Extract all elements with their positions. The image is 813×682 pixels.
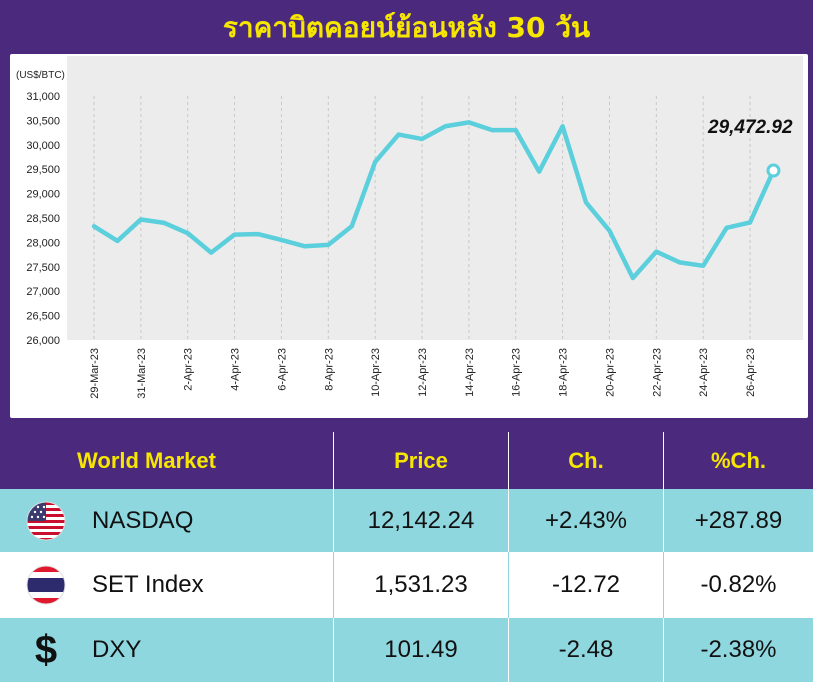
x-tick-label: 20-Apr-23 <box>604 348 616 397</box>
x-tick-label: 31-Mar-23 <box>136 348 148 399</box>
x-tick-label: 16-Apr-23 <box>511 348 523 397</box>
table-row-set-index: SET Index 1,531.23 -12.72 -0.82% <box>0 552 813 618</box>
table-row-dxy: $ DXY 101.49 -2.48 -2.38% <box>0 618 813 682</box>
x-tick-label: 24-Apr-23 <box>698 348 710 397</box>
x-tick-label: 2-Apr-23 <box>183 348 195 391</box>
y-tick-label: 29,500 <box>26 164 60 176</box>
pch-cell: -0.82% <box>663 552 813 618</box>
page-title: ราคาบิตคอยน์ย้อนหลัง 30 วัน <box>222 11 591 44</box>
btc-price-line <box>91 120 776 281</box>
market-name: DXY <box>92 636 142 663</box>
world-market-table: World Market Price Ch. %Ch. <box>0 432 813 682</box>
price-cell: 12,142.24 <box>333 489 508 552</box>
table-row-nasdaq: NASDAQ 12,142.24 +2.43% +287.89 <box>0 489 813 552</box>
x-tick-label: 22-Apr-23 <box>651 348 663 397</box>
ch-cell: +2.43% <box>508 489 663 552</box>
bitcoin-price-chart: (US$/BTC) 26,000 26,500 27,000 27,500 28,000 2… <box>10 54 808 418</box>
y-tick-label: 30,500 <box>26 115 60 127</box>
y-tick-label: 28,500 <box>26 213 60 225</box>
y-unit-label: (US$/BTC) <box>16 70 65 81</box>
table-header-row: World Market Price Ch. %Ch. <box>0 432 813 489</box>
header-pch: %Ch. <box>663 432 813 489</box>
y-tick-label: 31,000 <box>26 91 60 103</box>
x-tick-label: 6-Apr-23 <box>276 348 288 391</box>
y-tick-label: 26,000 <box>26 335 60 347</box>
plot-area <box>67 56 803 340</box>
price-cell: 1,531.23 <box>333 552 508 618</box>
y-tick-label: 26,500 <box>26 311 60 323</box>
ch-cell: -2.48 <box>508 618 663 682</box>
x-tick-label: 4-Apr-23 <box>230 348 242 391</box>
x-tick-label: 18-Apr-23 <box>558 348 570 397</box>
dollar-icon: $ <box>34 628 58 672</box>
y-tick-label: 27,000 <box>26 286 60 298</box>
last-value-label: 29,472.92 <box>707 117 793 138</box>
y-tick-label: 27,500 <box>26 262 60 274</box>
chart-svg: (US$/BTC) 26,000 26,500 27,000 27,500 28,000 2… <box>16 56 803 399</box>
x-tick-label: 12-Apr-23 <box>417 348 429 397</box>
market-name: NASDAQ <box>92 506 194 534</box>
y-tick-label: 28,000 <box>26 237 60 249</box>
header-world-market: World Market <box>77 447 216 473</box>
market-cell: SET Index <box>0 552 333 618</box>
price-cell: 101.49 <box>333 618 508 682</box>
market-cell: $ DXY <box>0 618 333 682</box>
data-point <box>766 163 781 178</box>
pch-cell: -2.38% <box>663 618 813 682</box>
market-name: SET Index <box>92 571 204 598</box>
header-ch: Ch. <box>508 432 663 489</box>
header-price: Price <box>333 432 508 489</box>
ch-cell: -12.72 <box>508 552 663 618</box>
x-tick-label: 8-Apr-23 <box>323 348 335 391</box>
x-tick-label: 26-Apr-23 <box>745 348 757 397</box>
x-tick-label: 14-Apr-23 <box>464 348 476 397</box>
pch-cell: +287.89 <box>663 489 813 552</box>
x-tick-label: 10-Apr-23 <box>370 348 382 397</box>
y-tick-label: 29,000 <box>26 189 60 201</box>
us-flag-icon <box>0 501 92 541</box>
market-cell: NASDAQ <box>0 489 333 552</box>
x-tick-label: 29-Mar-23 <box>89 348 101 399</box>
thai-flag-icon <box>0 565 92 605</box>
y-tick-label: 30,000 <box>26 140 60 152</box>
